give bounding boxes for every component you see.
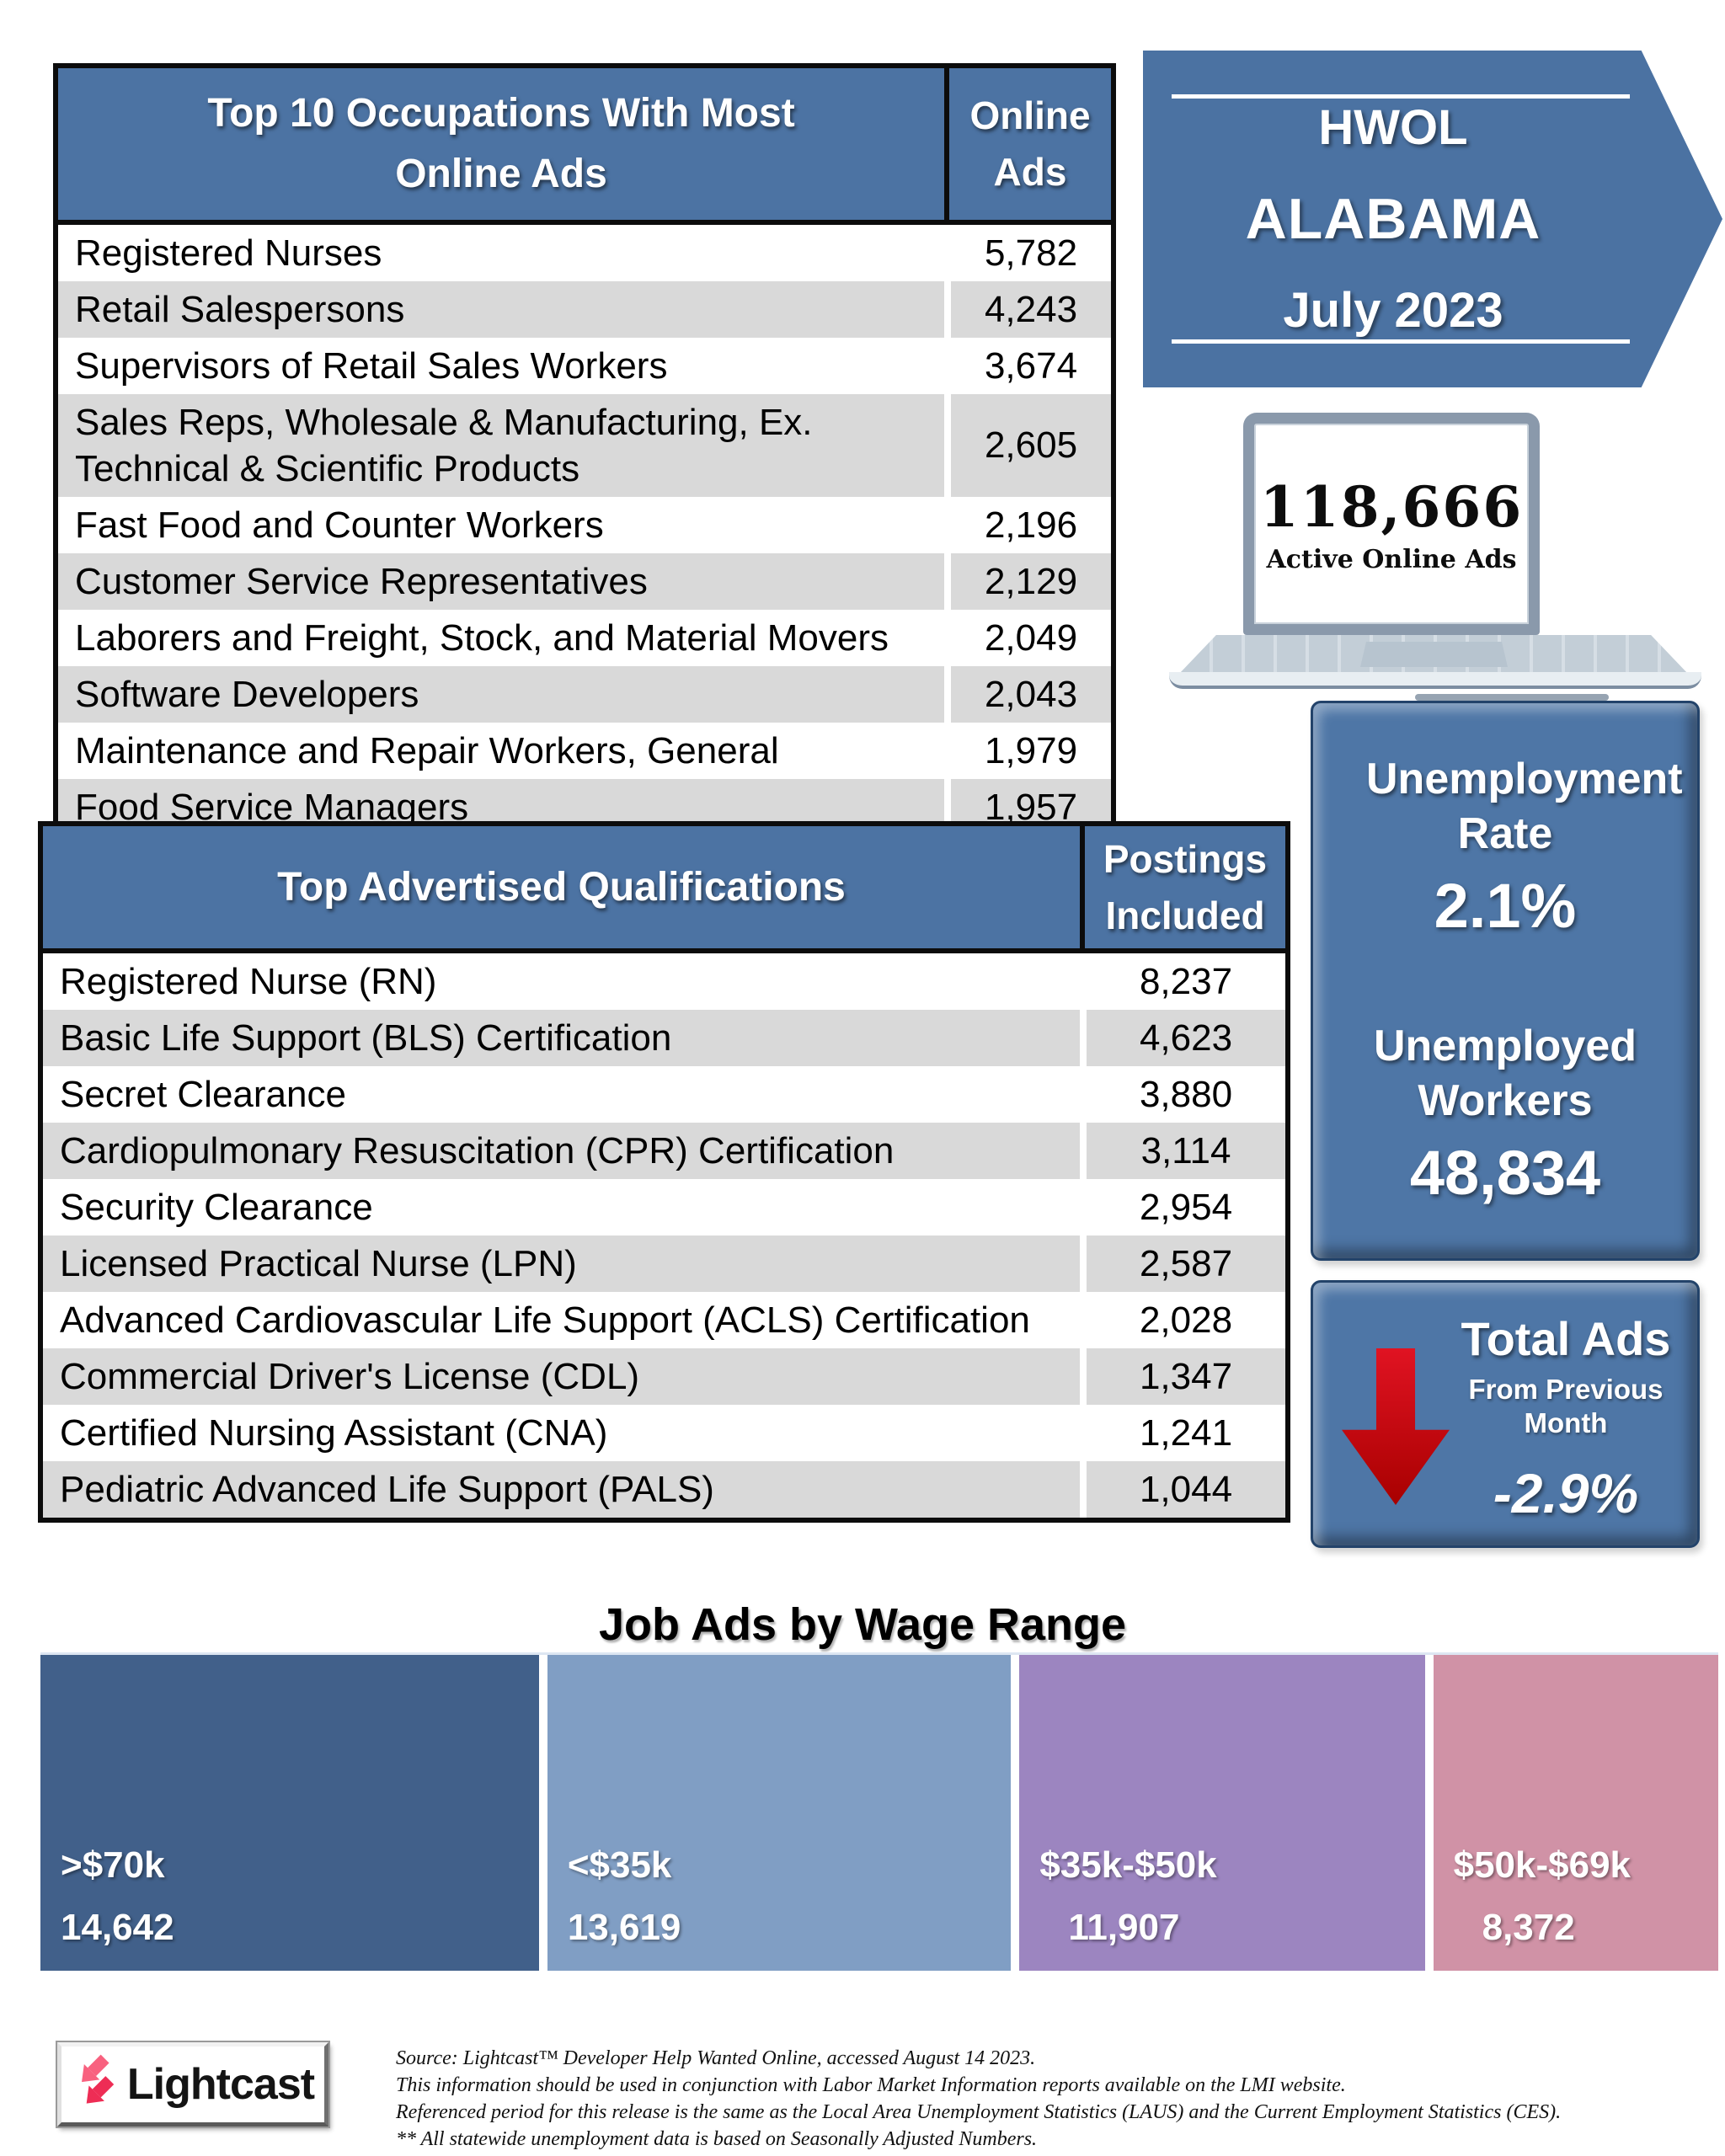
qualifications-table-body: Registered Nurse (RN) 8,237 Basic Life Su… <box>43 953 1285 1518</box>
unemployment-rate-label: Unemployment Rate <box>1366 755 1683 858</box>
table-row: Security Clearance 2,954 <box>43 1179 1285 1236</box>
wage-segment-over-70k: >$70k 14,642 <box>40 1655 539 1971</box>
banner-region: ALABAMA <box>1245 187 1541 251</box>
table-row: Registered Nurses 5,782 <box>58 225 1111 281</box>
table-row: Registered Nurse (RN) 8,237 <box>43 953 1285 1011</box>
occupations-table-header: Top 10 Occupations With Most Online Ads … <box>58 68 1111 225</box>
table-row: Cardiopulmonary Resuscitation (CPR) Cert… <box>43 1123 1285 1180</box>
total-ads-panel: Total Ads From Previous Month -2.9% <box>1311 1280 1700 1548</box>
source-line: This information should be used in conju… <box>396 2074 1346 2096</box>
down-arrow-icon <box>1342 1348 1450 1505</box>
banner-text: HWOL ALABAMA July 2023 <box>1143 51 1722 387</box>
wage-segment-under-35k: <$35k 13,619 <box>547 1655 1012 1971</box>
unemployed-workers-label: Unemployed Workers <box>1373 1022 1637 1125</box>
table-row: Pediatric Advanced Life Support (PALS) 1,… <box>43 1461 1285 1518</box>
laptop-base <box>1169 672 1701 689</box>
table-row: Basic Life Support (BLS) Certification 4,… <box>43 1010 1285 1067</box>
banner-period: July 2023 <box>1283 283 1503 338</box>
occupations-table: Top 10 Occupations With Most Online Ads … <box>53 63 1116 841</box>
wage-range-chart: >$70k 14,642 <$35k 13,619 $35k-$50k 11,9… <box>40 1652 1718 1971</box>
lightcast-logo-text: Lightcast <box>126 2060 315 2109</box>
wage-segment-35k-50k: $35k-$50k 11,907 <box>1019 1655 1425 1971</box>
table-row: Sales Reps, Wholesale & Manufacturing, E… <box>58 394 1111 497</box>
lightcast-logo: Lightcast <box>57 2042 328 2127</box>
source-line: Referenced period for this release is th… <box>396 2101 1562 2123</box>
laptop-graphic: 118,666 Active Online Ads <box>1162 404 1718 701</box>
table-row: Customer Service Representatives 2,129 <box>58 553 1111 610</box>
laptop-touchpad <box>1360 642 1508 667</box>
wage-segment-50k-69k: $50k-$69k 8,372 <box>1433 1655 1718 1971</box>
banner-top-rule <box>1172 94 1630 99</box>
table-row: Maintenance and Repair Workers, General 1… <box>58 723 1111 779</box>
qualifications-table: Top Advertised Qualifications Postings I… <box>38 821 1290 1524</box>
banner-program: HWOL <box>1318 100 1468 155</box>
table-row: Commercial Driver's License (CDL) 1,347 <box>43 1348 1285 1406</box>
table-row: Secret Clearance 3,880 <box>43 1066 1285 1123</box>
total-ads-sublabel: From Previous Month <box>1468 1374 1664 1438</box>
hwol-banner: HWOL ALABAMA July 2023 <box>1143 51 1722 387</box>
source-line: Source: Lightcast™ Developer Help Wanted… <box>396 2047 1036 2069</box>
unemployment-panel: Unemployment Rate 2.1% Unemployed Worker… <box>1311 701 1700 1261</box>
occupations-value-header: Online Ads <box>944 68 1111 220</box>
qualifications-table-title: Top Advertised Qualifications <box>277 864 846 910</box>
active-ads-caption: Active Online Ads <box>1266 544 1517 574</box>
table-row: Licensed Practical Nurse (LPN) 2,587 <box>43 1235 1285 1293</box>
source-text: Source: Lightcast™ Developer Help Wanted… <box>396 2045 1710 2153</box>
active-ads-count: 118,666 <box>1259 473 1524 540</box>
wage-chart-title: Job Ads by Wage Range <box>598 1599 1127 1650</box>
table-row: Software Developers 2,043 <box>58 666 1111 723</box>
qualifications-value-header: Postings Included <box>1080 826 1285 949</box>
table-row: Certified Nursing Assistant (CNA) 1,241 <box>43 1405 1285 1462</box>
unemployed-workers-value: 48,834 <box>1409 1138 1601 1208</box>
qualifications-table-header: Top Advertised Qualifications Postings I… <box>43 826 1285 954</box>
occupations-table-title: Top 10 Occupations With Most Online Ads <box>207 91 795 196</box>
occupations-table-body: Registered Nurses 5,782 Retail Salesperso… <box>58 225 1111 835</box>
table-row: Fast Food and Counter Workers 2,196 <box>58 497 1111 553</box>
lightcast-logo-icon <box>60 2049 131 2121</box>
total-ads-label: Total Ads <box>1461 1312 1671 1365</box>
unemployment-rate-value: 2.1% <box>1434 871 1577 941</box>
table-row: Supervisors of Retail Sales Workers 3,674 <box>58 338 1111 394</box>
table-row: Advanced Cardiovascular Life Support (AC… <box>43 1292 1285 1349</box>
table-row: Retail Salespersons 4,243 <box>58 281 1111 338</box>
source-line: ** All statewide unemployment data is ba… <box>396 2128 1038 2150</box>
laptop-screen: 118,666 Active Online Ads <box>1243 413 1540 635</box>
total-ads-change-value: -2.9% <box>1493 1462 1639 1525</box>
banner-bottom-rule <box>1172 339 1630 344</box>
panel-spacer <box>1313 942 1697 1019</box>
laptop-shadow <box>1415 694 1609 701</box>
table-row: Laborers and Freight, Stock, and Materia… <box>58 610 1111 666</box>
